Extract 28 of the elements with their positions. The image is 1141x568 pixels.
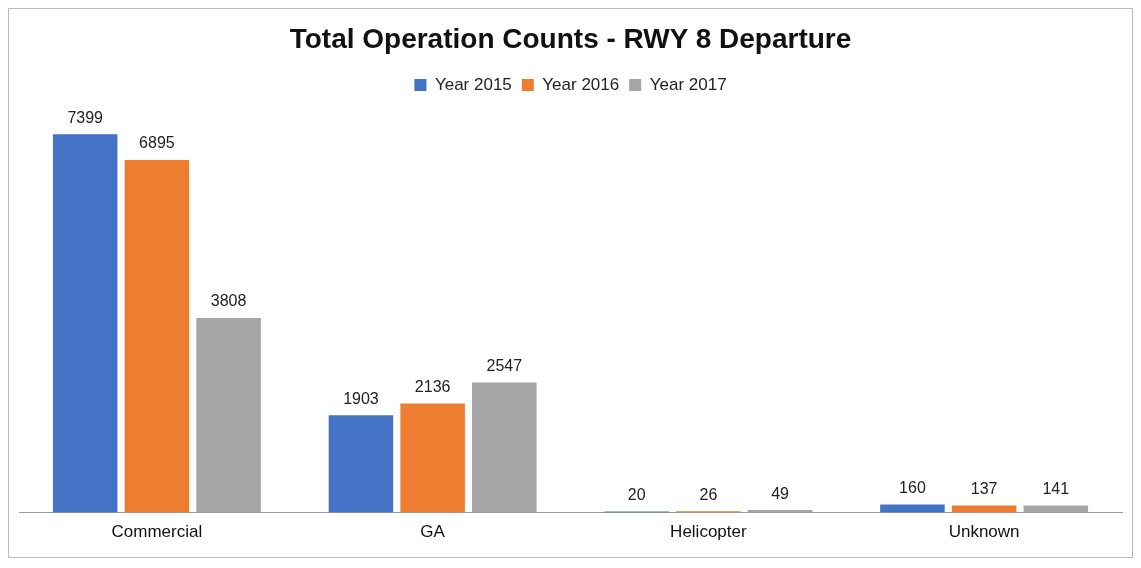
data-label: 2547 <box>486 356 523 374</box>
data-label: 20 <box>627 485 646 503</box>
legend-label: Year 2015 <box>434 74 512 94</box>
bar <box>880 504 945 513</box>
data-label: 49 <box>771 484 790 502</box>
bar <box>328 415 394 513</box>
data-label: 2136 <box>414 377 451 395</box>
data-label: 1903 <box>343 389 379 407</box>
data-label: 26 <box>699 485 718 503</box>
data-label: 6895 <box>139 134 175 152</box>
bar <box>196 317 261 513</box>
bar <box>124 160 190 513</box>
bar <box>1023 505 1089 513</box>
bar <box>472 382 537 513</box>
x-tick-label: Helicopter <box>670 522 747 542</box>
data-label: 7399 <box>67 108 104 126</box>
x-tick-label: Commercial <box>111 522 203 542</box>
bar <box>400 403 465 513</box>
x-tick-label: Unknown <box>948 522 1020 542</box>
legend-label: Year 2016 <box>542 74 620 94</box>
data-label: 160 <box>899 478 926 496</box>
legend-label: Year 2017 <box>649 74 727 94</box>
x-tick-label: GA <box>420 522 446 542</box>
data-label: 141 <box>1042 479 1070 497</box>
data-label: 3808 <box>210 292 247 310</box>
data-label: 137 <box>970 480 998 497</box>
bar <box>52 134 118 513</box>
chart-title: Total Operation Counts - RWY 8 Departure <box>289 22 852 54</box>
